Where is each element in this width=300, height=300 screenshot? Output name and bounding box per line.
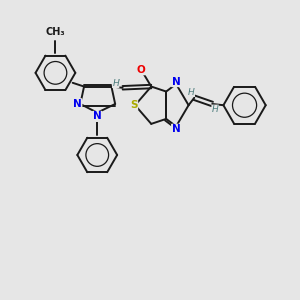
Text: H: H — [188, 88, 195, 97]
Text: O: O — [137, 64, 146, 75]
Text: O: O — [137, 64, 146, 75]
Text: N: N — [93, 111, 102, 122]
Text: N: N — [172, 76, 181, 87]
Text: N: N — [172, 124, 181, 134]
Text: N: N — [73, 99, 82, 109]
Text: S: S — [130, 100, 138, 110]
Text: N: N — [172, 76, 181, 87]
Text: S: S — [130, 100, 138, 110]
Text: N: N — [172, 124, 181, 134]
Text: N: N — [93, 111, 102, 122]
Text: N: N — [73, 99, 82, 109]
Text: CH₃: CH₃ — [46, 27, 65, 37]
Text: H: H — [212, 105, 219, 114]
Text: H: H — [188, 88, 195, 97]
Text: H: H — [112, 79, 119, 88]
Text: H: H — [212, 105, 219, 114]
Text: CH₃: CH₃ — [46, 27, 65, 37]
Text: H: H — [112, 79, 119, 88]
